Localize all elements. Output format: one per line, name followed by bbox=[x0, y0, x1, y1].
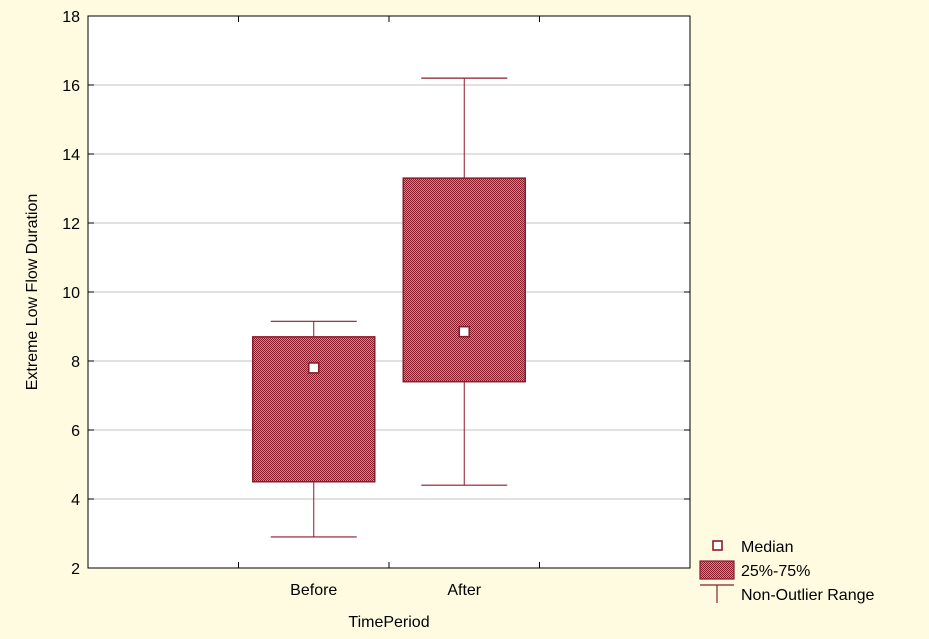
y-tick-label: 14 bbox=[62, 147, 80, 164]
y-tick-label: 10 bbox=[62, 285, 80, 302]
y-tick-label: 2 bbox=[71, 561, 80, 578]
x-tick-label: Before bbox=[290, 582, 337, 599]
iqr-box bbox=[252, 336, 376, 483]
median-marker bbox=[458, 325, 471, 338]
legend-median-icon bbox=[712, 540, 723, 551]
iqr-box bbox=[402, 177, 526, 383]
box-before bbox=[252, 320, 376, 538]
legend-label-median: Median bbox=[741, 539, 793, 556]
median-marker bbox=[307, 362, 320, 374]
legend-label-box: 25%-75% bbox=[741, 563, 810, 580]
y-axis-label: Extreme Low Flow Duration bbox=[24, 194, 41, 391]
box-after bbox=[402, 77, 526, 486]
y-tick-label: 8 bbox=[71, 354, 80, 371]
x-axis-label: TimePeriod bbox=[348, 614, 429, 631]
y-tick-label: 12 bbox=[62, 216, 80, 233]
y-tick-label: 6 bbox=[71, 423, 80, 440]
gridlines bbox=[88, 84, 690, 500]
boxes bbox=[252, 77, 526, 538]
legend: Median 25%-75% Non-Outlier Range bbox=[699, 539, 875, 604]
y-tick-label: 16 bbox=[62, 78, 80, 95]
legend-label-whisker: Non-Outlier Range bbox=[741, 587, 875, 604]
x-tick-label: After bbox=[447, 582, 481, 599]
axes: 2 4 6 8 10 12 14 16 18 Before After bbox=[62, 9, 690, 599]
y-tick-label: 4 bbox=[71, 492, 80, 509]
y-tick-label: 18 bbox=[62, 9, 80, 26]
legend-box-icon bbox=[699, 560, 735, 580]
